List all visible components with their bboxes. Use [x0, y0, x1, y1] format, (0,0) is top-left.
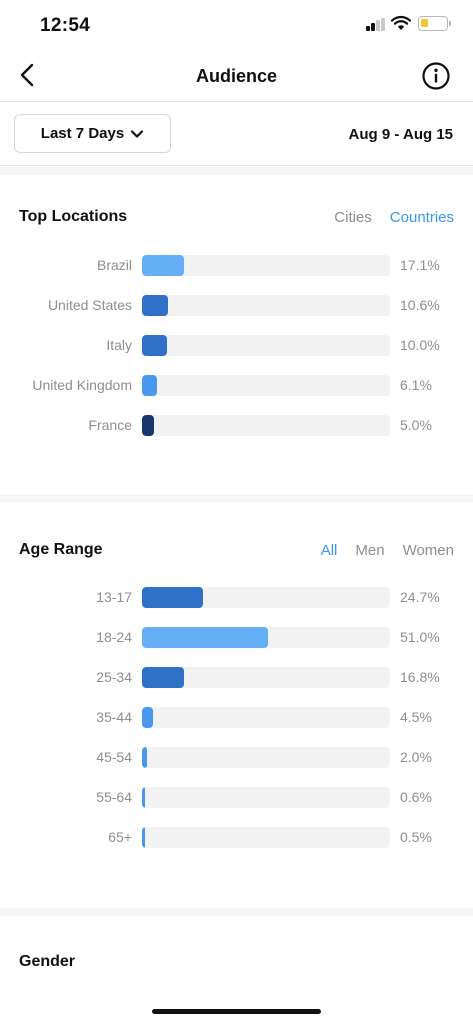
bar-value: 16.8% — [400, 669, 440, 685]
bar-value: 5.0% — [400, 417, 432, 433]
bar-value: 2.0% — [400, 749, 432, 765]
tab-all[interactable]: All — [320, 542, 338, 559]
bar-value: 17.1% — [400, 257, 440, 273]
bar-row: 25-34 16.8% — [0, 667, 473, 689]
battery-tip — [449, 21, 451, 26]
bar-fill — [142, 707, 154, 728]
bar-row: United States 10.6% — [0, 295, 473, 317]
bar-label: 35-44 — [96, 709, 132, 725]
cellular-signal-icon — [366, 18, 386, 31]
tab-countries[interactable]: Countries — [389, 209, 454, 226]
bar-fill — [142, 375, 158, 396]
bar-track — [142, 587, 390, 608]
bar-value: 0.5% — [400, 829, 432, 845]
tab-women[interactable]: Women — [402, 542, 454, 559]
bar-row: Italy 10.0% — [0, 335, 473, 357]
bar-row: Brazil 17.1% — [0, 255, 473, 277]
page-title: Audience — [195, 66, 278, 86]
nav-bar: Audience — [0, 50, 473, 102]
tab-cities[interactable]: Cities — [334, 209, 372, 226]
bar-label: United Kingdom — [32, 377, 132, 393]
bar-row: 65+ 0.5% — [0, 827, 473, 849]
section-divider — [0, 167, 473, 175]
battery-icon — [418, 16, 448, 31]
section-divider — [0, 494, 473, 502]
battery-level — [421, 19, 428, 27]
bar-track — [142, 627, 390, 648]
date-filter-row: Last 7 Days Aug 9 - Aug 15 — [0, 102, 473, 166]
bar-label: 45-54 — [96, 749, 132, 765]
bar-fill — [142, 627, 269, 648]
period-dropdown[interactable]: Last 7 Days — [14, 114, 171, 153]
bar-track — [142, 255, 390, 276]
chevron-down-icon — [131, 129, 144, 138]
bar-value: 4.5% — [400, 709, 432, 725]
bar-track — [142, 335, 390, 356]
bar-fill — [142, 747, 147, 768]
age-range-tabs: All Men Women — [321, 542, 454, 559]
top-locations-tabs: Cities Countries — [334, 209, 454, 226]
bar-row: 45-54 2.0% — [0, 747, 473, 769]
status-bar: 12:54 — [0, 0, 473, 50]
period-label: Last 7 Days — [40, 125, 125, 142]
bar-fill — [142, 667, 184, 688]
bar-label: 25-34 — [96, 669, 132, 685]
bar-label: 55-64 — [96, 789, 132, 805]
bar-fill — [142, 255, 185, 276]
age-range-title: Age Range — [19, 541, 103, 558]
bar-fill — [142, 295, 169, 316]
bar-track — [142, 375, 390, 396]
bar-fill — [142, 787, 145, 808]
wifi-icon — [391, 15, 411, 30]
bar-value: 6.1% — [400, 377, 432, 393]
bar-fill — [142, 827, 145, 848]
bar-row: 18-24 51.0% — [0, 627, 473, 649]
bar-track — [142, 415, 390, 436]
bar-fill — [142, 335, 167, 356]
tab-men[interactable]: Men — [355, 542, 385, 559]
bar-fill — [142, 415, 155, 436]
bar-row: 55-64 0.6% — [0, 787, 473, 809]
gender-title: Gender — [19, 953, 76, 970]
bar-value: 0.6% — [400, 789, 432, 805]
top-locations-title: Top Locations — [19, 208, 128, 225]
bar-track — [142, 295, 390, 316]
info-icon[interactable] — [421, 61, 451, 91]
bar-track — [142, 667, 390, 688]
bar-fill — [142, 587, 204, 608]
bar-track — [142, 787, 390, 808]
section-divider — [0, 908, 473, 916]
status-time: 12:54 — [40, 15, 91, 36]
bar-value: 10.6% — [400, 297, 440, 313]
bar-track — [142, 827, 390, 848]
bar-row: United Kingdom 6.1% — [0, 375, 473, 397]
bar-label: France — [88, 417, 132, 433]
bar-value: 51.0% — [400, 629, 440, 645]
bar-label: Brazil — [96, 257, 132, 273]
bar-value: 10.0% — [400, 337, 440, 353]
bar-row: France 5.0% — [0, 415, 473, 437]
bar-label: Italy — [106, 337, 132, 353]
bar-label: 18-24 — [96, 629, 132, 645]
bar-label: United States — [47, 297, 132, 313]
bar-label: 13-17 — [96, 589, 132, 605]
bar-value: 24.7% — [400, 589, 440, 605]
bar-row: 13-17 24.7% — [0, 587, 473, 609]
home-indicator — [152, 1009, 321, 1014]
date-range: Aug 9 - Aug 15 — [348, 126, 453, 143]
bar-track — [142, 707, 390, 728]
bar-row: 35-44 4.5% — [0, 707, 473, 729]
bar-label: 65+ — [108, 829, 132, 845]
bar-track — [142, 747, 390, 768]
back-button[interactable] — [14, 60, 42, 90]
